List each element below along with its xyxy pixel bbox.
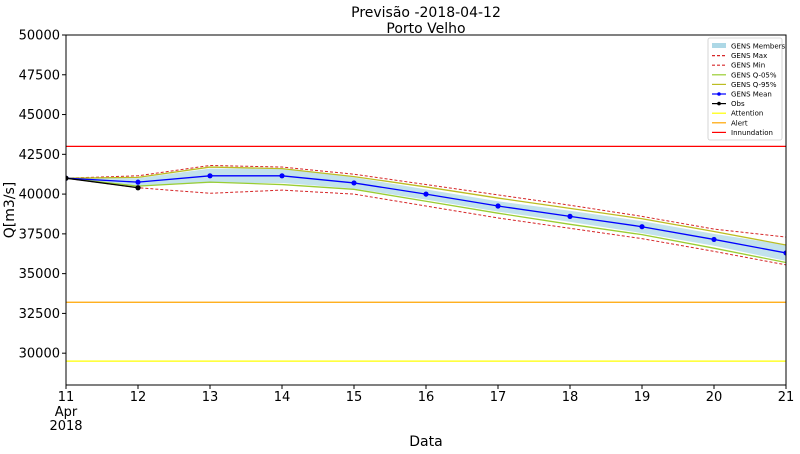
series-line-obs <box>66 177 139 189</box>
series-line-gens-q-05 <box>66 177 786 264</box>
x-tick-label: 14 <box>274 390 291 405</box>
legend-label: Alert <box>731 119 748 127</box>
axes: 30000 32500 35000 37500 40000 42500 45000 47500… <box>19 29 795 435</box>
chart-subtitle: Porto Velho <box>386 21 465 37</box>
series-line-gens-min <box>66 177 786 266</box>
x-tick-label: 15 <box>346 390 363 405</box>
legend-label: Attention <box>731 110 763 118</box>
point-gens-mean <box>711 236 717 243</box>
legend-swatch <box>712 43 726 48</box>
x-tick-label: 12 <box>130 390 147 405</box>
legend-label: GENS Min <box>731 62 765 70</box>
y-tick-label: 37500 <box>19 227 60 242</box>
legend-box <box>707 37 783 141</box>
y-axis-label: Q[m3/s] <box>2 182 18 239</box>
point-obs <box>135 185 141 191</box>
x-tick-sublabel: 2018 <box>49 419 82 434</box>
x-tick-sublabel: Apr <box>55 405 78 420</box>
series-line-gens-max <box>66 164 786 238</box>
x-tick-label: 19 <box>634 390 651 405</box>
point-gens-mean <box>207 173 213 179</box>
x-axis-label: Data <box>409 434 442 450</box>
legend-label: GENS Mean <box>731 91 772 99</box>
y-tick-label: 30000 <box>19 347 60 362</box>
y-tick-label: 40000 <box>19 188 60 203</box>
x-tick-label: 11 <box>58 390 75 405</box>
plot-frame <box>65 34 787 386</box>
x-tick-label: 21 <box>778 390 795 405</box>
legend-label: Obs <box>731 100 745 108</box>
x-tick-label: 18 <box>562 390 579 405</box>
x-tick-label: 17 <box>490 390 507 405</box>
legend-label: GENS Q-95% <box>731 81 777 89</box>
point-gens-mean <box>495 203 501 209</box>
legend-label: Innundation <box>731 129 773 137</box>
x-tick-label: 13 <box>202 390 219 405</box>
y-tick-label: 45000 <box>19 108 60 123</box>
x-tick-label: 16 <box>418 390 435 405</box>
y-tick-label: 35000 <box>19 267 60 282</box>
y-tick-label: 47500 <box>19 68 60 83</box>
point-gens-mean <box>135 179 141 185</box>
point-gens-mean <box>567 213 573 219</box>
point-gens-mean <box>351 180 357 186</box>
legend-label: GENS Q-05% <box>731 71 777 79</box>
series-line-gens-q-95 <box>66 166 786 246</box>
point-gens-mean <box>279 173 285 179</box>
point-gens-mean <box>783 250 786 256</box>
y-tick-label: 42500 <box>19 148 60 163</box>
point-gens-mean <box>423 191 429 197</box>
legend-label: GENS Max <box>731 52 767 60</box>
x-tick-label: 20 <box>706 390 723 405</box>
legend-marker <box>717 101 721 106</box>
legend-label: GENS Members <box>731 43 786 51</box>
plot-area <box>66 145 786 362</box>
point-gens-mean <box>639 224 645 230</box>
y-tick-label: 32500 <box>19 307 60 322</box>
point-obs <box>66 175 69 181</box>
series-band-gens-members <box>66 168 786 261</box>
legend-marker <box>717 92 721 96</box>
chart-title: Previsão -2018-04-12 <box>351 5 501 21</box>
y-tick-label: 50000 <box>19 29 60 44</box>
